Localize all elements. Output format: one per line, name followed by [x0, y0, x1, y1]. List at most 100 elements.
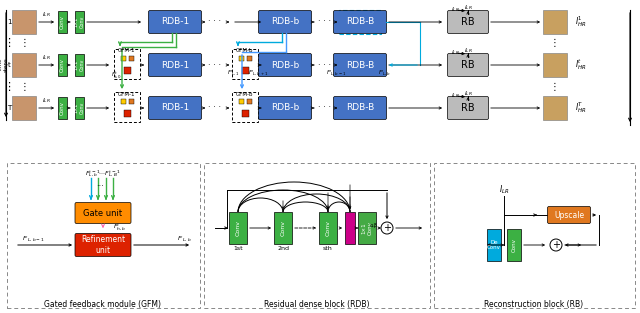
Bar — [129, 99, 134, 104]
FancyBboxPatch shape — [148, 54, 202, 76]
Text: ⋮: ⋮ — [19, 38, 29, 48]
Bar — [12, 53, 36, 77]
Bar — [487, 229, 501, 261]
Bar — [345, 212, 355, 244]
Bar — [358, 212, 376, 244]
Text: 1: 1 — [7, 19, 12, 25]
Bar — [241, 66, 248, 74]
Text: 1×1
Conv: 1×1 Conv — [74, 59, 84, 71]
Bar — [114, 92, 140, 122]
Text: GFM-b: GFM-b — [236, 49, 253, 54]
Bar — [339, 10, 381, 34]
FancyBboxPatch shape — [148, 11, 202, 33]
FancyBboxPatch shape — [447, 11, 488, 33]
Bar — [229, 212, 247, 244]
Text: $I_{LR}$: $I_{LR}$ — [42, 96, 51, 105]
Text: $I^1_{HR}$: $I^1_{HR}$ — [575, 14, 586, 29]
Text: GFM-1: GFM-1 — [118, 49, 136, 54]
Text: Refinement
unit: Refinement unit — [81, 235, 125, 255]
Bar — [507, 229, 521, 261]
FancyBboxPatch shape — [547, 207, 591, 223]
Text: GFM-1: GFM-1 — [118, 91, 136, 96]
Text: T: T — [7, 105, 11, 111]
Bar — [12, 10, 36, 34]
Text: Time
steps: Time steps — [0, 58, 8, 72]
Text: Reconstruction block (RB): Reconstruction block (RB) — [484, 300, 584, 309]
Bar — [246, 99, 252, 104]
Text: $F'_{L,b-1}$: $F'_{L,b-1}$ — [22, 234, 45, 244]
Text: $F'_{L,b+1}$: $F'_{L,b+1}$ — [248, 69, 268, 77]
Text: $I_{LR}$: $I_{LR}$ — [451, 6, 460, 14]
Text: RDB-b: RDB-b — [271, 60, 299, 69]
FancyBboxPatch shape — [259, 11, 312, 33]
Text: ⋮: ⋮ — [550, 38, 560, 48]
Text: 1×1
Conv: 1×1 Conv — [74, 16, 84, 28]
Text: ⋮: ⋮ — [3, 82, 15, 92]
FancyBboxPatch shape — [447, 54, 488, 76]
Text: $I^T_{HR}$: $I^T_{HR}$ — [575, 100, 586, 115]
Bar — [239, 55, 243, 60]
FancyBboxPatch shape — [333, 11, 387, 33]
Bar — [74, 54, 83, 76]
FancyBboxPatch shape — [447, 96, 488, 120]
FancyBboxPatch shape — [333, 96, 387, 120]
Text: Conv: Conv — [60, 15, 65, 29]
Text: · · ·: · · · — [319, 60, 332, 69]
Bar — [58, 97, 67, 119]
Text: · · ·: · · · — [209, 60, 221, 69]
Bar — [239, 99, 243, 104]
Circle shape — [381, 222, 393, 234]
Text: RB: RB — [461, 17, 475, 27]
Text: Upscale: Upscale — [554, 211, 584, 219]
Text: ⋮: ⋮ — [19, 82, 29, 92]
Text: Conv: Conv — [280, 220, 285, 236]
Text: $F'_{L,1}$: $F'_{L,1}$ — [227, 69, 241, 77]
Text: RDB-B: RDB-B — [346, 60, 374, 69]
Text: $F^t_{t,0}$: $F^t_{t,0}$ — [111, 70, 122, 80]
Bar — [246, 55, 252, 60]
Text: 2nd: 2nd — [277, 247, 289, 252]
Bar — [124, 66, 131, 74]
Text: RDB-b: RDB-b — [271, 18, 299, 27]
Text: RDB-B: RDB-B — [346, 104, 374, 112]
Bar — [543, 10, 567, 34]
Bar — [7, 163, 200, 308]
Text: $I_{LR}$: $I_{LR}$ — [463, 90, 472, 99]
Text: $I_{LR}$: $I_{LR}$ — [463, 47, 472, 55]
Text: RDB-B: RDB-B — [346, 18, 374, 27]
Bar — [543, 53, 567, 77]
FancyBboxPatch shape — [259, 54, 312, 76]
Text: · · ·: · · · — [319, 18, 332, 27]
Text: $I_{LR}$: $I_{LR}$ — [499, 184, 509, 196]
Bar — [274, 212, 292, 244]
Text: · · ·: · · · — [209, 18, 221, 27]
Text: Conv: Conv — [326, 220, 330, 236]
Text: α,β: α,β — [370, 223, 378, 228]
Text: Gate unit: Gate unit — [83, 208, 123, 218]
Text: Conv: Conv — [60, 58, 65, 72]
Circle shape — [550, 239, 562, 251]
Text: 1×1
Conv: 1×1 Conv — [74, 102, 84, 114]
Text: +: + — [383, 223, 391, 233]
Bar — [74, 11, 83, 33]
Text: $I_{LR}$: $I_{LR}$ — [463, 3, 472, 13]
Text: RB: RB — [461, 60, 475, 70]
FancyBboxPatch shape — [259, 96, 312, 120]
Text: $I_{LR}$: $I_{LR}$ — [42, 11, 51, 19]
FancyBboxPatch shape — [333, 54, 387, 76]
Text: De
Conv: De Conv — [487, 239, 501, 250]
Text: · · ·: · · · — [319, 104, 332, 112]
Bar — [543, 96, 567, 120]
Bar — [58, 54, 67, 76]
Bar — [120, 99, 125, 104]
FancyBboxPatch shape — [148, 96, 202, 120]
Text: $I_{LR}$: $I_{LR}$ — [451, 49, 460, 58]
Text: ⋮: ⋮ — [3, 38, 15, 48]
Text: RDB-1: RDB-1 — [161, 60, 189, 69]
Text: $I_{LR}$: $I_{LR}$ — [451, 91, 460, 100]
FancyBboxPatch shape — [75, 203, 131, 223]
Bar — [319, 212, 337, 244]
Bar — [434, 163, 635, 308]
Bar — [129, 55, 134, 60]
Text: Conv: Conv — [236, 220, 241, 236]
